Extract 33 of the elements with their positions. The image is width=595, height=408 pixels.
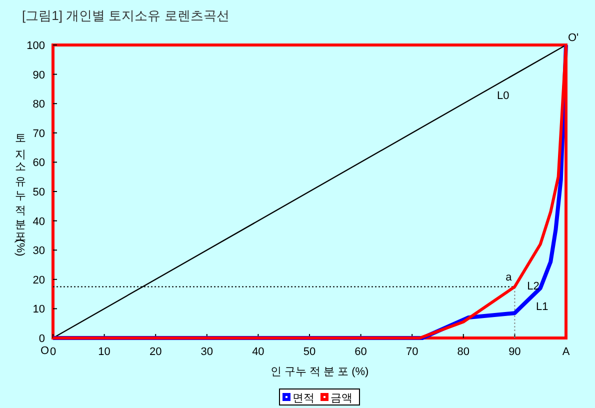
xtick: 50 xyxy=(303,346,316,358)
annotation: L1 xyxy=(536,300,548,313)
ytick: 70 xyxy=(32,128,45,140)
xtick: 40 xyxy=(252,346,264,358)
annotation: O xyxy=(40,345,49,357)
legend-label: 금액 xyxy=(330,392,352,404)
xtick: A xyxy=(562,346,570,358)
xtick: 90 xyxy=(508,346,521,358)
title: [그림1] 개인별 토지소유 로렌츠곡선 xyxy=(22,8,230,23)
ytick: 60 xyxy=(32,157,45,170)
ytick: 100 xyxy=(26,40,45,52)
legend-label: 면적 xyxy=(292,392,314,404)
ytick: 0 xyxy=(38,333,45,345)
ytick: 10 xyxy=(32,304,45,316)
ytick: 80 xyxy=(32,98,45,111)
xtick: 70 xyxy=(406,346,418,358)
annotation: L2 xyxy=(527,280,540,292)
annotation: O' xyxy=(568,32,579,44)
ytick: 90 xyxy=(32,69,45,82)
xtick: 10 xyxy=(98,346,110,358)
ytick: 50 xyxy=(32,186,45,198)
annotation: a xyxy=(506,272,512,284)
annotation: L0 xyxy=(497,90,510,102)
ytick: 30 xyxy=(32,245,45,258)
xtick: 20 xyxy=(149,346,162,358)
xtick: 30 xyxy=(200,346,214,358)
ytick: 20 xyxy=(32,274,45,286)
xtick: 80 xyxy=(457,346,470,358)
xtick: 0 xyxy=(50,346,56,358)
xlabel: 인 구누 적 분 포 (%) xyxy=(270,366,369,378)
ytick: 40 xyxy=(32,216,45,228)
xtick: 60 xyxy=(354,346,367,358)
ylabel: 토 지 소 유 누 적 분 포 (%) xyxy=(14,126,26,256)
